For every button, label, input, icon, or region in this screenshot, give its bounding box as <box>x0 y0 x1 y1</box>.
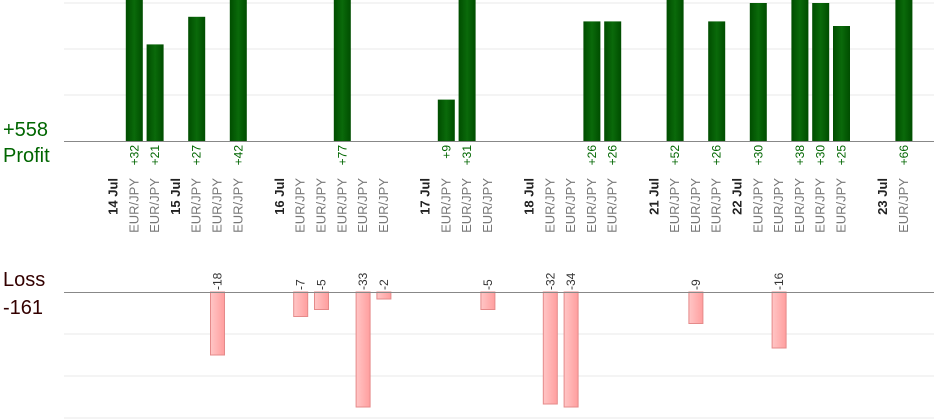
symbol-label: EUR/JPY <box>480 178 495 233</box>
profit-value-label: +42 <box>231 145 245 166</box>
symbol-label: EUR/JPY <box>230 178 245 233</box>
profit-total: +558 <box>3 119 49 141</box>
loss-bar <box>771 291 787 349</box>
symbol-label: EUR/JPY <box>210 178 225 233</box>
profit-value-label: +26 <box>606 145 620 166</box>
symbol-label: EUR/JPY <box>750 178 765 233</box>
symbol-label: EUR/JPY <box>584 178 599 233</box>
profit-value-label: +26 <box>710 145 724 166</box>
profit-bars <box>125 0 913 141</box>
date-label: 15 Jul <box>168 178 183 215</box>
profit-bar <box>146 44 164 141</box>
loss-value-label: -18 <box>211 272 225 290</box>
profit-value-label: +38 <box>793 145 807 166</box>
symbol-label: EUR/JPY <box>896 178 911 233</box>
symbol-label: EUR/JPY <box>709 178 724 233</box>
loss-bar <box>688 291 704 324</box>
symbol-label: EUR/JPY <box>376 178 391 233</box>
profit-value-label: +52 <box>668 145 682 166</box>
loss-bar <box>293 291 309 317</box>
profit-bar <box>708 21 726 141</box>
profit-value-label: +30 <box>751 145 765 166</box>
profit-bar <box>458 0 476 141</box>
profit-value-label: +32 <box>127 145 141 166</box>
profit-bar <box>895 0 913 141</box>
symbol-label: EUR/JPY <box>792 178 807 233</box>
profit-value-label: +66 <box>897 145 911 166</box>
profit-bar <box>583 21 601 141</box>
symbol-label: EUR/JPY <box>542 178 557 233</box>
loss-value-label: -7 <box>294 279 308 290</box>
profit-bar <box>833 26 850 141</box>
loss-bar <box>355 291 371 408</box>
loss-label: Loss <box>3 269 46 291</box>
symbol-label: EUR/JPY <box>459 178 474 233</box>
loss-value-label: -2 <box>377 279 391 290</box>
symbol-label: EUR/JPY <box>813 178 828 233</box>
profit-value-label: +77 <box>335 145 349 166</box>
date-label: 23 Jul <box>875 178 890 215</box>
symbol-label: EUR/JPY <box>147 178 162 233</box>
symbol-label: EUR/JPY <box>334 178 349 233</box>
loss-value-label: -5 <box>481 279 495 290</box>
date-label: 17 Jul <box>418 178 433 215</box>
date-label: 16 Jul <box>272 178 287 215</box>
profit-bar <box>188 16 206 141</box>
loss-bar <box>376 291 392 300</box>
date-label: 22 Jul <box>730 178 745 215</box>
symbol-label: EUR/JPY <box>189 178 204 233</box>
loss-bar <box>563 291 579 408</box>
loss-value-label: -34 <box>564 272 578 290</box>
loss-value-label: -32 <box>543 272 557 290</box>
profit-value-label: +21 <box>148 145 162 166</box>
profit-bar <box>604 21 622 141</box>
symbol-label: EUR/JPY <box>293 178 308 233</box>
profit-bar <box>125 0 143 141</box>
date-label: 14 Jul <box>106 178 121 215</box>
loss-value-label: -33 <box>356 272 370 290</box>
symbol-label: EUR/JPY <box>688 178 703 233</box>
symbol-label: EUR/JPY <box>667 178 682 233</box>
loss-bar <box>480 291 496 310</box>
symbol-label: EUR/JPY <box>605 178 620 233</box>
loss-value-label: -16 <box>772 272 786 290</box>
profit-value-label: +31 <box>460 145 474 166</box>
date-label: 21 Jul <box>646 178 661 215</box>
symbol-label: EUR/JPY <box>314 178 329 233</box>
symbol-label: EUR/JPY <box>834 178 849 233</box>
profit-value-label: +25 <box>835 145 849 166</box>
profit-value-label: +27 <box>190 145 204 166</box>
profit-bar <box>666 0 684 141</box>
loss-bar <box>210 291 225 356</box>
loss-value-label: -5 <box>315 279 329 290</box>
loss-total: -161 <box>3 297 44 319</box>
profit-bar <box>229 0 247 141</box>
category-labels: +32 EUR/JPY +21 EUR/JPY +27 EUR/JPY -18 EUR/JPY… <box>106 145 911 290</box>
profit-value-label: +30 <box>814 145 828 166</box>
loss-value-label: -9 <box>689 279 703 290</box>
profit-bar <box>812 3 830 141</box>
profit-bar <box>749 3 767 141</box>
loss-bar <box>314 291 329 310</box>
symbol-label: EUR/JPY <box>126 178 141 233</box>
symbol-label: EUR/JPY <box>563 178 578 233</box>
date-label: 18 Jul <box>522 178 537 215</box>
profit-value-label: +9 <box>439 145 453 159</box>
loss-bar <box>542 291 558 405</box>
profit-bar <box>791 0 809 141</box>
gridlines <box>64 2 934 419</box>
profit-label: Profit <box>3 145 50 167</box>
profit-bar <box>333 0 351 141</box>
profit-value-label: +26 <box>585 145 599 166</box>
axes <box>64 141 934 293</box>
profit-bar <box>437 99 455 141</box>
symbol-label: EUR/JPY <box>438 178 453 233</box>
symbol-label: EUR/JPY <box>355 178 370 233</box>
loss-bars <box>210 291 787 408</box>
symbol-label: EUR/JPY <box>771 178 786 233</box>
